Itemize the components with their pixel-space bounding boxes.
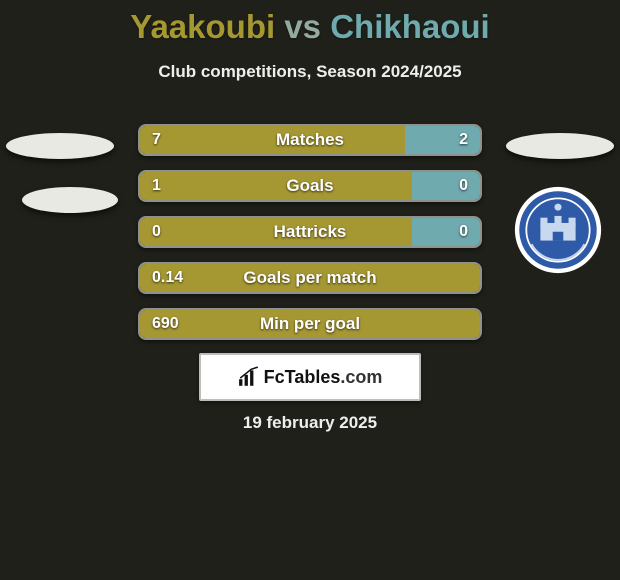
player2-avatar [506, 133, 614, 159]
chart-area: 72Matches 10Goals 00Hattricks 0.14Goals per… [0, 124, 620, 374]
stat-row: 00Hattricks [138, 216, 482, 248]
bar-label: Hattricks [140, 218, 480, 246]
page-title: Yaakoubi vs Chikhaoui [0, 0, 620, 46]
club-badge-svg [514, 186, 602, 274]
stat-row: 0.14Goals per match [138, 262, 482, 294]
player1-avatar-2 [22, 187, 118, 213]
bar-label: Min per goal [140, 310, 480, 338]
bar-label: Matches [140, 126, 480, 154]
stat-row: 72Matches [138, 124, 482, 156]
bar-label: Goals per match [140, 264, 480, 292]
bar-chart-icon [238, 366, 260, 388]
date-line: 19 february 2025 [0, 413, 620, 433]
subtitle: Club competitions, Season 2024/2025 [0, 62, 620, 82]
fctables-logo-text: FcTables.com [264, 367, 383, 388]
player2-club-badge [514, 186, 602, 274]
stat-row: 10Goals [138, 170, 482, 202]
stat-row: 690Min per goal [138, 308, 482, 340]
player2-name: Chikhaoui [330, 8, 490, 45]
player1-name: Yaakoubi [130, 8, 275, 45]
fctables-logo: FcTables.com [199, 353, 421, 401]
bar-label: Goals [140, 172, 480, 200]
infographic-root: Yaakoubi vs Chikhaoui Club competitions,… [0, 0, 620, 580]
stat-bars: 72Matches 10Goals 00Hattricks 0.14Goals per… [138, 124, 482, 354]
vs-separator: vs [284, 8, 321, 45]
player1-avatar-1 [6, 133, 114, 159]
